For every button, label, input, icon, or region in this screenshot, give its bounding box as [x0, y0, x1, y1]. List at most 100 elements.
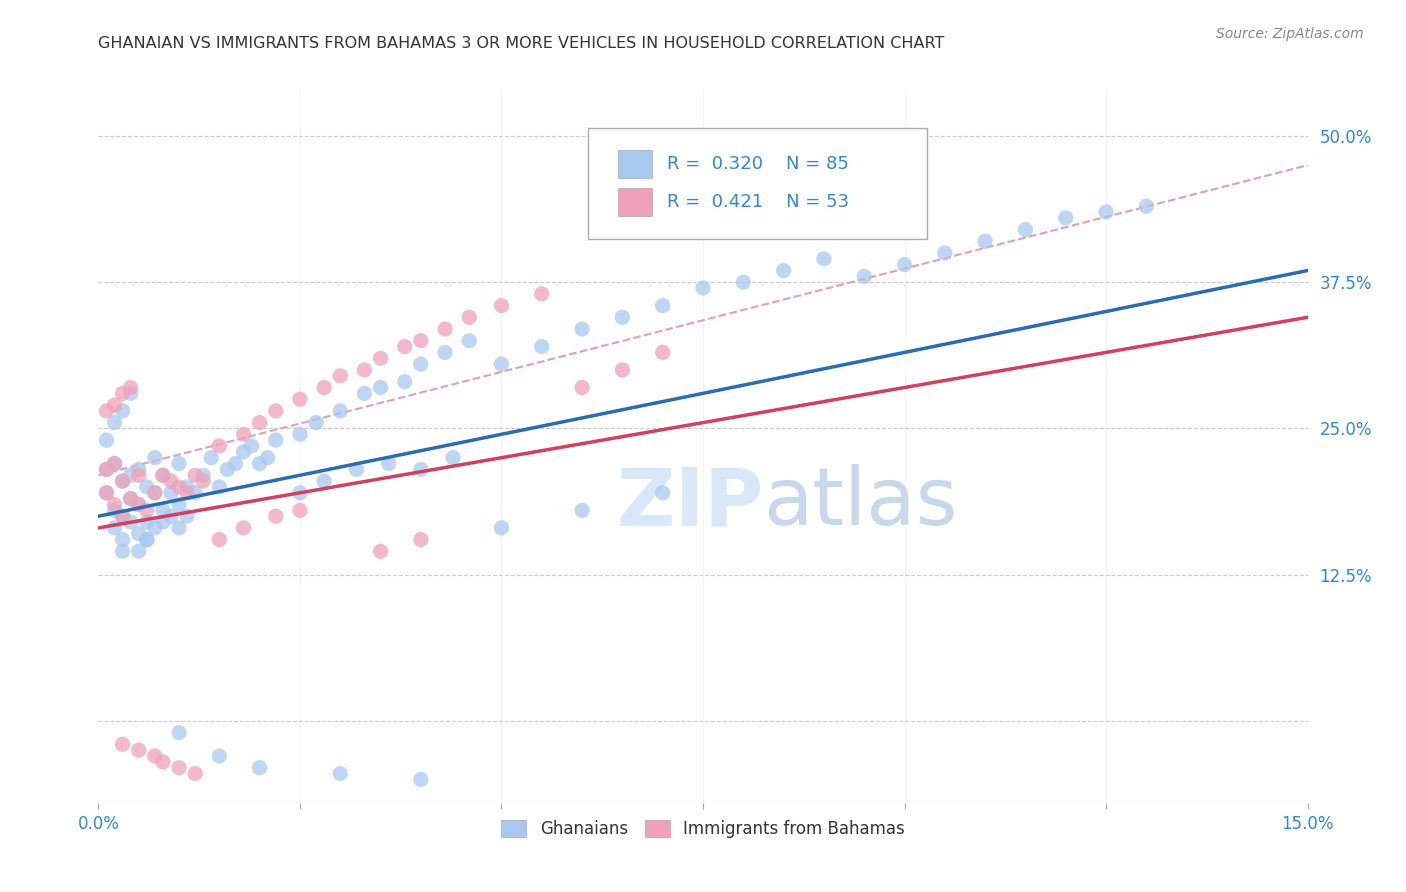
Point: [353, 363, 375, 377]
Point: [103, 498, 125, 512]
Point: [167, 480, 190, 494]
Point: [434, 322, 457, 336]
Point: [128, 526, 150, 541]
Bar: [619, 150, 652, 178]
Point: [1014, 222, 1036, 236]
Point: [167, 761, 190, 775]
Point: [103, 457, 125, 471]
Point: [458, 310, 481, 325]
Point: [176, 509, 198, 524]
Point: [692, 281, 714, 295]
Point: [853, 269, 876, 284]
Point: [167, 521, 190, 535]
Point: [111, 509, 134, 524]
Point: [96, 433, 118, 447]
Point: [491, 357, 513, 371]
Point: [103, 416, 125, 430]
Point: [530, 340, 553, 354]
Point: [733, 275, 755, 289]
Point: [409, 334, 432, 348]
Text: GHANAIAN VS IMMIGRANTS FROM BAHAMAS 3 OR MORE VEHICLES IN HOUSEHOLD CORRELATION : GHANAIAN VS IMMIGRANTS FROM BAHAMAS 3 OR…: [98, 36, 945, 51]
FancyBboxPatch shape: [588, 128, 927, 239]
Point: [135, 533, 157, 547]
Point: [249, 761, 271, 775]
Point: [152, 515, 174, 529]
Point: [135, 533, 157, 547]
Point: [120, 491, 142, 506]
Point: [394, 375, 416, 389]
Point: [813, 252, 835, 266]
Point: [571, 503, 593, 517]
Point: [232, 445, 254, 459]
Point: [240, 439, 263, 453]
Text: R =  0.320    N = 85: R = 0.320 N = 85: [666, 155, 849, 173]
Point: [200, 450, 222, 465]
Point: [1135, 199, 1157, 213]
Point: [974, 234, 997, 248]
Point: [111, 474, 134, 488]
Point: [612, 363, 634, 377]
Point: [120, 386, 142, 401]
Point: [143, 749, 166, 764]
Point: [329, 404, 352, 418]
Point: [208, 533, 231, 547]
Point: [353, 386, 375, 401]
Point: [128, 498, 150, 512]
Point: [160, 509, 183, 524]
Point: [111, 474, 134, 488]
Point: [232, 427, 254, 442]
Point: [111, 544, 134, 558]
Point: [184, 468, 207, 483]
Point: [217, 462, 239, 476]
Point: [288, 485, 311, 500]
Point: [224, 457, 246, 471]
Point: [651, 485, 673, 500]
Point: [111, 404, 134, 418]
Point: [152, 755, 174, 769]
Point: [120, 515, 142, 529]
Point: [184, 485, 207, 500]
Point: [264, 433, 287, 447]
Point: [111, 386, 134, 401]
Point: [96, 404, 118, 418]
Point: [264, 509, 287, 524]
Bar: [619, 187, 652, 216]
Point: [167, 725, 190, 739]
Text: R =  0.421    N = 53: R = 0.421 N = 53: [666, 193, 849, 211]
Text: Source: ZipAtlas.com: Source: ZipAtlas.com: [1216, 27, 1364, 41]
Point: [96, 462, 118, 476]
Point: [651, 345, 673, 359]
Point: [160, 485, 183, 500]
Point: [120, 468, 142, 483]
Point: [256, 450, 278, 465]
Point: [193, 468, 215, 483]
Point: [434, 345, 457, 359]
Point: [288, 503, 311, 517]
Point: [135, 515, 157, 529]
Point: [152, 468, 174, 483]
Point: [128, 498, 150, 512]
Text: ZIP: ZIP: [616, 464, 763, 542]
Point: [143, 485, 166, 500]
Point: [571, 322, 593, 336]
Point: [264, 404, 287, 418]
Point: [288, 392, 311, 407]
Point: [193, 474, 215, 488]
Point: [344, 462, 367, 476]
Point: [491, 521, 513, 535]
Point: [249, 416, 271, 430]
Point: [143, 521, 166, 535]
Point: [128, 462, 150, 476]
Point: [571, 380, 593, 394]
Point: [176, 480, 198, 494]
Point: [167, 498, 190, 512]
Point: [612, 310, 634, 325]
Point: [491, 299, 513, 313]
Point: [288, 427, 311, 442]
Point: [135, 480, 157, 494]
Point: [377, 457, 399, 471]
Point: [111, 737, 134, 751]
Point: [152, 503, 174, 517]
Point: [314, 474, 336, 488]
Point: [111, 509, 134, 524]
